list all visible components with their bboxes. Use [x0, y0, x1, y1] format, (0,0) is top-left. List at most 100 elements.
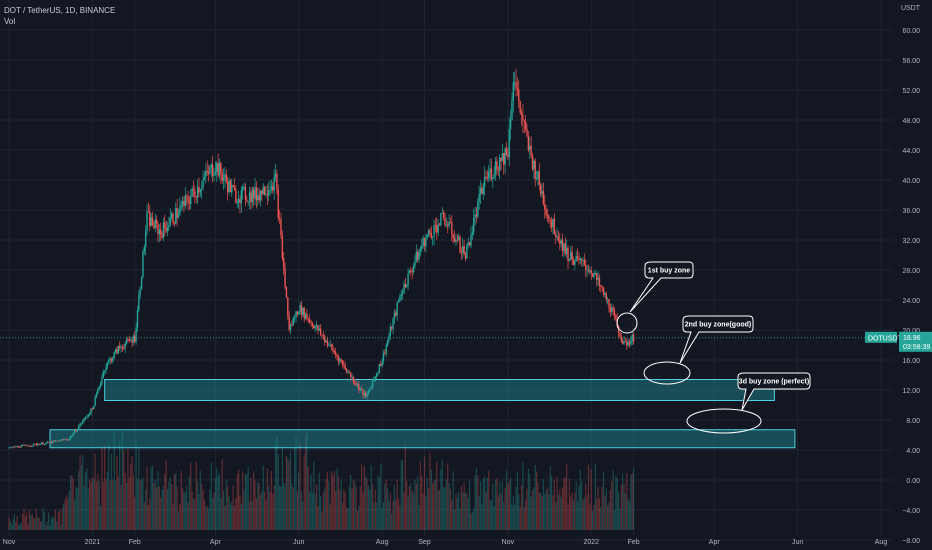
candle-body [589, 270, 591, 272]
volume-bar [149, 498, 151, 530]
volume-bar [188, 476, 191, 530]
volume-bar [9, 521, 11, 530]
candle-body [523, 120, 525, 122]
volume-bar [84, 472, 87, 530]
volume-bar [87, 488, 89, 530]
volume-bar [386, 488, 389, 530]
volume-bar [579, 469, 581, 530]
volume-bar [243, 490, 245, 530]
candle-body [73, 430, 76, 434]
candle-body [404, 283, 407, 287]
candle-body [293, 318, 296, 319]
candle-body [514, 81, 516, 83]
candle-body [72, 433, 74, 436]
candle-body [225, 174, 228, 182]
volume-bar [486, 478, 488, 530]
volume-bar [373, 502, 375, 530]
volume-bar [566, 463, 568, 530]
buy-zone-rect[interactable] [49, 429, 796, 449]
volume-bar [321, 511, 323, 530]
volume-bar [176, 486, 178, 530]
candle-body [389, 326, 392, 336]
candle-body [408, 270, 411, 274]
volume-bar [246, 473, 248, 530]
volume-bar [464, 492, 467, 530]
candle-body [153, 225, 155, 229]
candle-body [548, 215, 550, 221]
candle-body [68, 438, 70, 440]
volume-bar [611, 481, 613, 530]
candle-body [628, 342, 631, 345]
callout-label: 3d buy zone (perfect) [739, 379, 809, 386]
volume-bar [463, 483, 465, 530]
volume-bar [60, 524, 62, 530]
volume-bar [585, 483, 587, 530]
volume-bar [43, 512, 46, 530]
buy-zone-rect[interactable] [104, 379, 775, 401]
volume-bar [69, 475, 72, 530]
candle-body [619, 332, 621, 337]
candle-body [67, 439, 69, 441]
candle-body [544, 204, 546, 209]
candle-body [565, 247, 568, 254]
price-badge-bg [899, 331, 932, 352]
candle-body [504, 148, 506, 165]
volume-bar [24, 516, 27, 530]
candle-body [87, 414, 89, 417]
candle-body [295, 311, 297, 319]
volume-bar [213, 492, 215, 530]
volume-bar [507, 483, 509, 530]
candle-body [580, 258, 583, 261]
volume-bar [434, 479, 437, 530]
volume-bar [501, 481, 504, 530]
volume-bar [475, 467, 478, 530]
volume-bar [423, 456, 426, 530]
volume-bar [191, 491, 193, 530]
candle-body [455, 239, 457, 243]
volume-bar [28, 510, 31, 530]
candle-body [75, 430, 77, 432]
volume-bar [381, 506, 383, 530]
volume-bar [385, 479, 387, 530]
candle-body [9, 447, 12, 448]
candle-body [258, 195, 260, 201]
volume-bar [53, 517, 55, 530]
volume-bar [371, 484, 374, 530]
candle-body [571, 251, 573, 260]
candle-body [169, 217, 171, 226]
candle-body [306, 313, 308, 319]
candle-body [128, 339, 130, 341]
volume-bar [315, 484, 318, 530]
candle-body [576, 255, 579, 258]
price-tick-label: 56.00 [902, 58, 920, 65]
candle-body [267, 190, 270, 196]
candle-body [229, 180, 232, 193]
candle-body [434, 224, 437, 226]
candle-body [374, 376, 376, 379]
volume-bar [404, 443, 406, 530]
volume-bar [369, 490, 371, 530]
volume-bar [217, 475, 219, 530]
candle-body [94, 397, 96, 407]
candle-body [235, 190, 237, 203]
candle-body [549, 220, 551, 222]
candle-body [157, 223, 159, 235]
candle-body [23, 445, 25, 446]
callout-bubble [737, 372, 811, 411]
volume-bar [421, 476, 423, 530]
volume-bar [179, 503, 181, 530]
candle-body [396, 302, 398, 316]
volume-bar [268, 486, 270, 530]
candle-body [602, 287, 605, 295]
volume-bar [362, 492, 364, 530]
volume-bar [511, 504, 513, 530]
candle-body [236, 202, 238, 203]
volume-bar [99, 506, 102, 530]
candle-body [58, 440, 61, 442]
candle-body [11, 446, 13, 448]
volume-bar [427, 488, 430, 530]
candle-body [328, 345, 330, 347]
volume-bar [479, 481, 482, 530]
candle-body [220, 162, 222, 174]
